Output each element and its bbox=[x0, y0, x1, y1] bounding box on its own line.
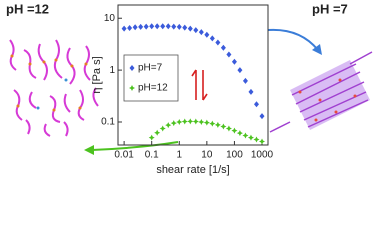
annotation: pH =12 bbox=[6, 1, 49, 16]
point bbox=[165, 122, 172, 129]
legend-marker bbox=[129, 65, 135, 71]
point bbox=[214, 121, 221, 128]
plot-frame bbox=[117, 4, 269, 146]
point bbox=[159, 125, 166, 132]
point bbox=[226, 51, 232, 58]
point bbox=[171, 23, 177, 30]
point bbox=[149, 23, 155, 30]
point bbox=[259, 113, 265, 120]
figure: pH =12 pH =7 shear rate [1/s] η [Pa s] 0… bbox=[6, 1, 373, 176]
point bbox=[165, 23, 171, 30]
point bbox=[182, 24, 188, 31]
legend-label: pH=12 bbox=[138, 83, 168, 94]
point bbox=[220, 44, 226, 51]
point bbox=[160, 23, 166, 30]
point bbox=[198, 118, 205, 125]
point bbox=[220, 123, 227, 130]
green-arrowhead bbox=[84, 145, 94, 155]
point bbox=[138, 23, 144, 30]
point bbox=[198, 29, 204, 36]
legend-label: pH=7 bbox=[138, 63, 163, 74]
point bbox=[181, 118, 188, 125]
point bbox=[209, 120, 216, 127]
point bbox=[148, 134, 155, 141]
molecule-dots-left bbox=[10, 54, 88, 112]
legend-box bbox=[123, 54, 179, 102]
point bbox=[127, 24, 133, 31]
point bbox=[209, 35, 215, 42]
point bbox=[176, 23, 182, 30]
point bbox=[121, 25, 127, 32]
y-tick-label: 1 bbox=[109, 65, 115, 76]
point bbox=[203, 119, 210, 126]
point bbox=[247, 134, 254, 141]
point bbox=[259, 138, 266, 145]
point bbox=[187, 118, 194, 125]
point bbox=[231, 58, 237, 65]
point bbox=[204, 31, 210, 38]
point bbox=[154, 129, 161, 136]
molecules-left bbox=[9, 39, 99, 137]
x-tick-label: 1 bbox=[176, 150, 182, 161]
point bbox=[237, 67, 243, 74]
x-tick-label: 100 bbox=[226, 150, 243, 161]
point bbox=[242, 77, 248, 84]
x-tick-label: 0.1 bbox=[145, 150, 159, 161]
y-tick-label: 10 bbox=[104, 13, 116, 24]
point bbox=[242, 132, 249, 139]
point bbox=[248, 88, 254, 95]
x-tick-label: 1000 bbox=[251, 150, 274, 161]
y-axis-label: η [Pa s] bbox=[91, 56, 103, 93]
legend-marker bbox=[129, 85, 135, 91]
point bbox=[132, 24, 138, 31]
micelle-right bbox=[269, 51, 373, 133]
point bbox=[187, 25, 193, 32]
switch-arrows bbox=[191, 69, 208, 101]
blue-arrow bbox=[267, 28, 319, 51]
annotation: pH =7 bbox=[312, 1, 348, 16]
point bbox=[154, 23, 160, 30]
green-arrow bbox=[91, 141, 179, 151]
point bbox=[253, 136, 260, 143]
point bbox=[236, 130, 243, 137]
point bbox=[225, 125, 232, 132]
x-tick-label: 0.01 bbox=[114, 150, 134, 161]
point bbox=[215, 39, 221, 46]
point bbox=[231, 127, 238, 134]
point bbox=[143, 23, 149, 30]
x-axis-label: shear rate [1/s] bbox=[156, 164, 229, 176]
point bbox=[192, 118, 199, 125]
point bbox=[253, 101, 259, 108]
point bbox=[193, 27, 199, 34]
x-tick-label: 10 bbox=[201, 150, 213, 161]
y-tick-label: 0.1 bbox=[101, 117, 115, 128]
point bbox=[176, 118, 183, 125]
blue-arrowhead bbox=[312, 44, 322, 55]
point bbox=[170, 120, 177, 127]
